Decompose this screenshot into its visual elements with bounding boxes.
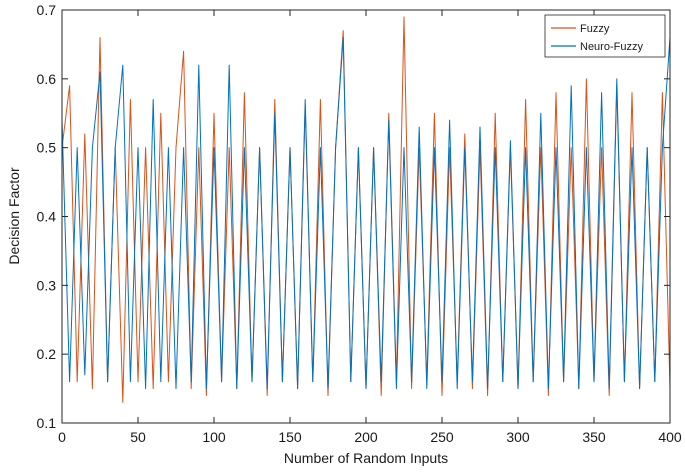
series-line-neuro-fuzzy bbox=[61, 37, 671, 390]
x-axis-title: Number of Random Inputs bbox=[284, 450, 448, 466]
x-tick-label: 400 bbox=[658, 429, 682, 445]
y-tick-label: 0.7 bbox=[37, 2, 57, 18]
legend-fuzzy-label: Fuzzy bbox=[580, 23, 610, 35]
y-tick-label: 0.6 bbox=[37, 71, 57, 87]
legend-neuro-fuzzy-label: Neuro-Fuzzy bbox=[580, 41, 643, 53]
y-axis-title: Decision Factor bbox=[6, 167, 22, 265]
x-tick-label: 250 bbox=[430, 429, 454, 445]
x-tick-label: 50 bbox=[130, 429, 146, 445]
y-tick-label: 0.3 bbox=[37, 277, 57, 293]
x-tick-label: 0 bbox=[58, 429, 66, 445]
legend: Fuzzy Neuro-Fuzzy bbox=[544, 14, 666, 58]
x-tick-label: 150 bbox=[278, 429, 302, 445]
y-axis-ticks: 0.1 0.2 0.3 0.4 0.5 0.6 0.7 bbox=[37, 2, 670, 431]
x-tick-label: 300 bbox=[506, 429, 530, 445]
y-tick-label: 0.5 bbox=[37, 140, 57, 156]
x-tick-label: 350 bbox=[582, 429, 606, 445]
legend-box bbox=[544, 14, 666, 58]
y-tick-label: 0.1 bbox=[37, 415, 57, 431]
x-axis-ticks: 0 50 100 150 200 250 300 350 400 bbox=[58, 10, 682, 445]
series-layer bbox=[61, 16, 671, 403]
y-tick-label: 0.4 bbox=[37, 209, 57, 225]
x-tick-label: 100 bbox=[202, 429, 226, 445]
x-tick-label: 200 bbox=[354, 429, 378, 445]
y-tick-label: 0.2 bbox=[37, 346, 57, 362]
